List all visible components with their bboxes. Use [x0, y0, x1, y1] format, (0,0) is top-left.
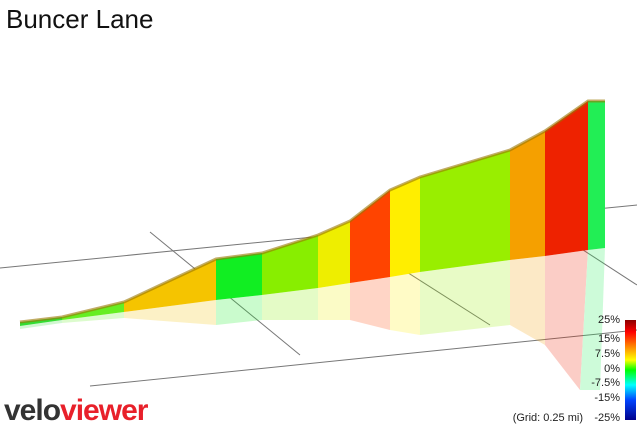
legend-label: 7.5% [595, 348, 620, 360]
legend-label: 25% [598, 314, 620, 326]
segment [390, 177, 420, 277]
segment [318, 221, 350, 288]
logo-velo: velo [4, 394, 61, 427]
legend-label: 0% [604, 363, 620, 375]
legend-label: -15% [594, 392, 620, 404]
segment [545, 101, 588, 256]
segment [510, 131, 545, 260]
profile [19, 99, 605, 326]
grid-note: (Grid: 0.25 mi) [513, 412, 583, 424]
segment [216, 253, 262, 300]
legend-label: -7.5% [591, 377, 620, 389]
profile-edge [19, 99, 605, 324]
segment [420, 150, 510, 272]
logo: veloviewer [4, 394, 149, 427]
legend-label: 15% [598, 333, 620, 345]
grid-line [89, 329, 637, 387]
color-scale [625, 320, 636, 420]
logo-viewer: viewer [60, 394, 149, 427]
title: Buncer Lane [6, 4, 153, 34]
legend-label: -25% [594, 412, 620, 424]
segment [124, 259, 216, 312]
segment [588, 101, 605, 250]
reflection [20, 248, 605, 390]
